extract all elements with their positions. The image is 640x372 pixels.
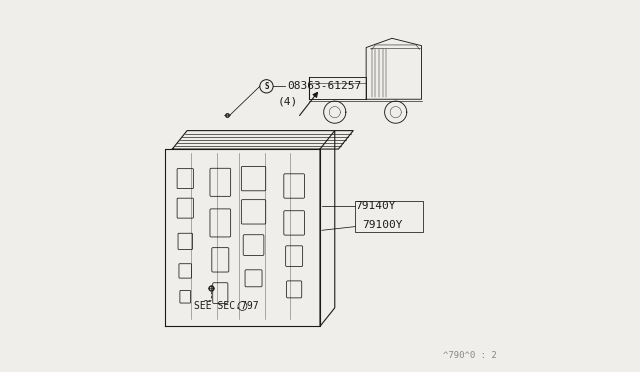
Text: ^790^0 : 2: ^790^0 : 2 bbox=[444, 350, 497, 359]
Text: 08363-61257: 08363-61257 bbox=[287, 81, 361, 91]
FancyBboxPatch shape bbox=[355, 201, 424, 232]
Text: S: S bbox=[264, 82, 269, 91]
Text: (4): (4) bbox=[278, 96, 298, 106]
Text: SEE SEC.797: SEE SEC.797 bbox=[195, 301, 259, 311]
Text: 79100Y: 79100Y bbox=[362, 220, 403, 230]
Text: 79140Y: 79140Y bbox=[355, 201, 396, 211]
